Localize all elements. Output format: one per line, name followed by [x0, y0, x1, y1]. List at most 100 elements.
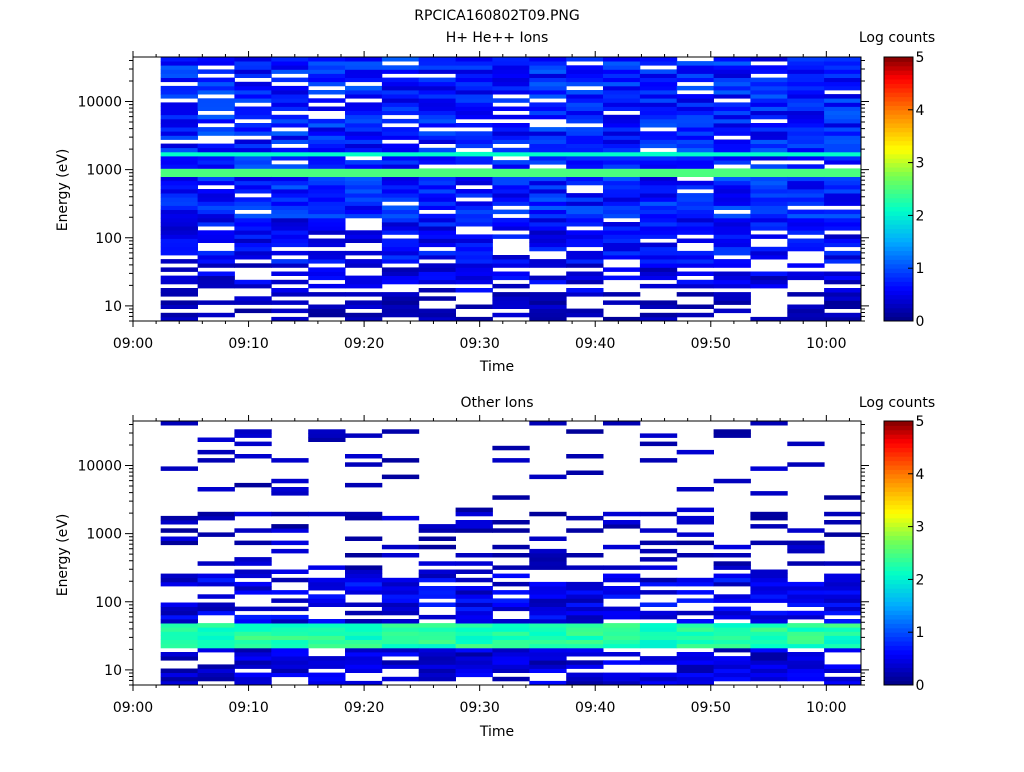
heatmap-cell — [787, 61, 825, 66]
heatmap-cell — [455, 267, 493, 272]
heatmap-cell — [418, 131, 456, 136]
heatmap-cell — [639, 680, 678, 686]
heatmap-cell — [639, 441, 678, 447]
heatmap-cell — [713, 205, 751, 210]
heatmap-cell — [824, 606, 862, 612]
heatmap-cell — [160, 209, 198, 215]
heatmap-cell — [824, 65, 862, 70]
heatmap-cell — [787, 676, 825, 682]
heatmap-cell — [750, 623, 788, 628]
colorbar-segment — [884, 641, 913, 646]
heatmap-cell — [271, 234, 309, 239]
heatmap-cell — [308, 598, 346, 603]
heatmap-cell — [455, 623, 493, 628]
heatmap-cell — [271, 292, 309, 297]
heatmap-cell — [824, 300, 862, 305]
heatmap-cell — [234, 139, 272, 144]
heatmap-cell — [529, 308, 567, 314]
colorbar-segment — [884, 180, 913, 186]
heatmap-cell — [271, 548, 309, 554]
heatmap-cell — [308, 312, 346, 318]
heatmap-cell — [787, 627, 825, 632]
heatmap-cell — [676, 156, 714, 161]
heatmap-cell — [676, 553, 714, 558]
heatmap-cell — [197, 672, 235, 678]
heatmap-cell — [345, 102, 383, 107]
heatmap-cell — [160, 77, 198, 83]
heatmap-cell — [676, 259, 714, 264]
heatmap-cell — [234, 528, 272, 533]
heatmap-cell — [529, 106, 567, 111]
heatmap-cell — [308, 127, 346, 132]
heatmap-cell — [713, 561, 751, 566]
heatmap-cell — [345, 147, 383, 153]
heatmap-cell — [529, 581, 567, 587]
heatmap-cell — [787, 263, 825, 268]
heatmap-cell — [381, 156, 420, 161]
heatmap-cell — [603, 189, 641, 194]
heatmap-cell — [824, 296, 862, 301]
heatmap-cell — [418, 250, 456, 256]
heatmap-cell — [418, 652, 456, 657]
panel-title: H+ He++ Ions — [446, 30, 549, 46]
heatmap-cell — [197, 259, 235, 264]
heatmap-cell — [750, 90, 788, 95]
heatmap-cell — [566, 553, 604, 558]
heatmap-cell — [529, 639, 567, 645]
heatmap-cell — [197, 106, 235, 111]
colorbar-segment — [884, 676, 913, 682]
colorbar-segment — [884, 605, 913, 611]
heatmap-cell — [603, 168, 641, 173]
heatmap-cell — [639, 433, 678, 438]
heatmap-cell — [308, 209, 346, 215]
heatmap-cell — [603, 160, 641, 165]
heatmap-cell — [160, 610, 198, 616]
heatmap-cell — [824, 623, 862, 628]
heatmap-cell — [345, 647, 383, 653]
heatmap-cell — [750, 234, 788, 239]
heatmap-cell — [750, 511, 788, 517]
heatmap-cell — [345, 639, 383, 645]
heatmap-cell — [750, 114, 788, 120]
heatmap-cell — [529, 201, 567, 206]
colorbar-segment — [884, 575, 913, 580]
heatmap-cell — [566, 565, 604, 570]
heatmap-cell — [160, 110, 198, 116]
heatmap-cell — [271, 598, 309, 603]
colorbar-tick-label: 4 — [916, 103, 925, 119]
heatmap-cell — [234, 660, 272, 665]
heatmap-cell — [418, 647, 456, 653]
heatmap-cell — [824, 242, 862, 248]
heatmap-cell — [713, 553, 751, 558]
heatmap-cell — [197, 283, 235, 289]
heatmap-cell — [197, 581, 235, 587]
colorbar-segment — [884, 579, 913, 585]
heatmap-cell — [345, 180, 383, 186]
heatmap-cell — [824, 586, 862, 591]
heatmap-cell — [197, 312, 235, 318]
heatmap-cell — [676, 226, 714, 231]
heatmap-cell — [787, 77, 825, 83]
heatmap-cell — [197, 532, 235, 537]
heatmap-cell — [676, 590, 714, 595]
heatmap-cell — [492, 304, 530, 309]
heatmap-cell — [529, 614, 567, 620]
colorbar-segment — [884, 627, 913, 633]
heatmap-cell — [197, 160, 235, 165]
heatmap-cell — [492, 85, 530, 91]
heatmap-cell — [750, 676, 788, 682]
heatmap-cell — [566, 110, 604, 116]
heatmap-cell — [197, 57, 235, 62]
heatmap-cell — [713, 69, 751, 74]
heatmap-cell — [381, 143, 420, 149]
heatmap-cell — [308, 168, 346, 173]
heatmap-cell — [308, 623, 346, 628]
heatmap-cell — [455, 619, 493, 624]
heatmap-cell — [381, 474, 420, 480]
heatmap-cell — [603, 292, 641, 297]
heatmap-cell — [418, 672, 456, 678]
heatmap-cell — [492, 606, 530, 612]
heatmap-cell — [787, 614, 825, 620]
heatmap-cell — [824, 532, 862, 537]
colorbar-segment — [884, 118, 913, 124]
